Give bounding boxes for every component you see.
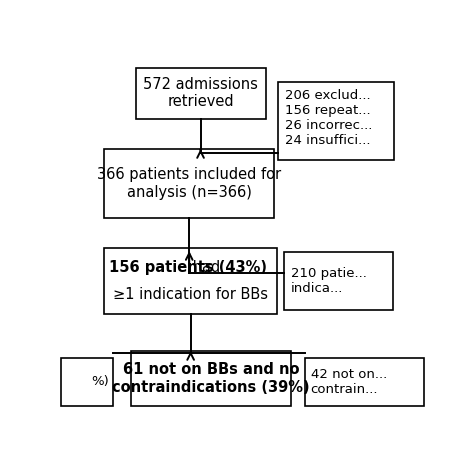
FancyBboxPatch shape <box>104 248 277 314</box>
Text: ≥1 indication for BBs: ≥1 indication for BBs <box>113 287 268 302</box>
Text: 42 not on...
contrain...: 42 not on... contrain... <box>311 368 387 396</box>
Text: 206 exclud...
156 repeat...
26 incorrec...
24 insuffici...: 206 exclud... 156 repeat... 26 incorrec.… <box>285 90 373 147</box>
Text: 61 not on BBs and no
contraindications (39%): 61 not on BBs and no contraindications (… <box>112 362 310 395</box>
FancyBboxPatch shape <box>136 67 265 119</box>
Text: 366 patients included for
analysis (n=366): 366 patients included for analysis (n=36… <box>97 167 281 200</box>
Text: 210 patie...
indica...: 210 patie... indica... <box>291 267 367 295</box>
FancyBboxPatch shape <box>104 149 274 218</box>
Text: %): %) <box>91 375 109 389</box>
FancyBboxPatch shape <box>278 82 394 160</box>
Text: 572 admissions
retrieved: 572 admissions retrieved <box>143 77 258 109</box>
FancyBboxPatch shape <box>284 252 392 310</box>
FancyBboxPatch shape <box>61 358 113 406</box>
Text: 156 patients (43%): 156 patients (43%) <box>109 260 266 275</box>
FancyBboxPatch shape <box>305 358 424 406</box>
Text: had: had <box>188 260 220 275</box>
FancyBboxPatch shape <box>131 351 291 406</box>
